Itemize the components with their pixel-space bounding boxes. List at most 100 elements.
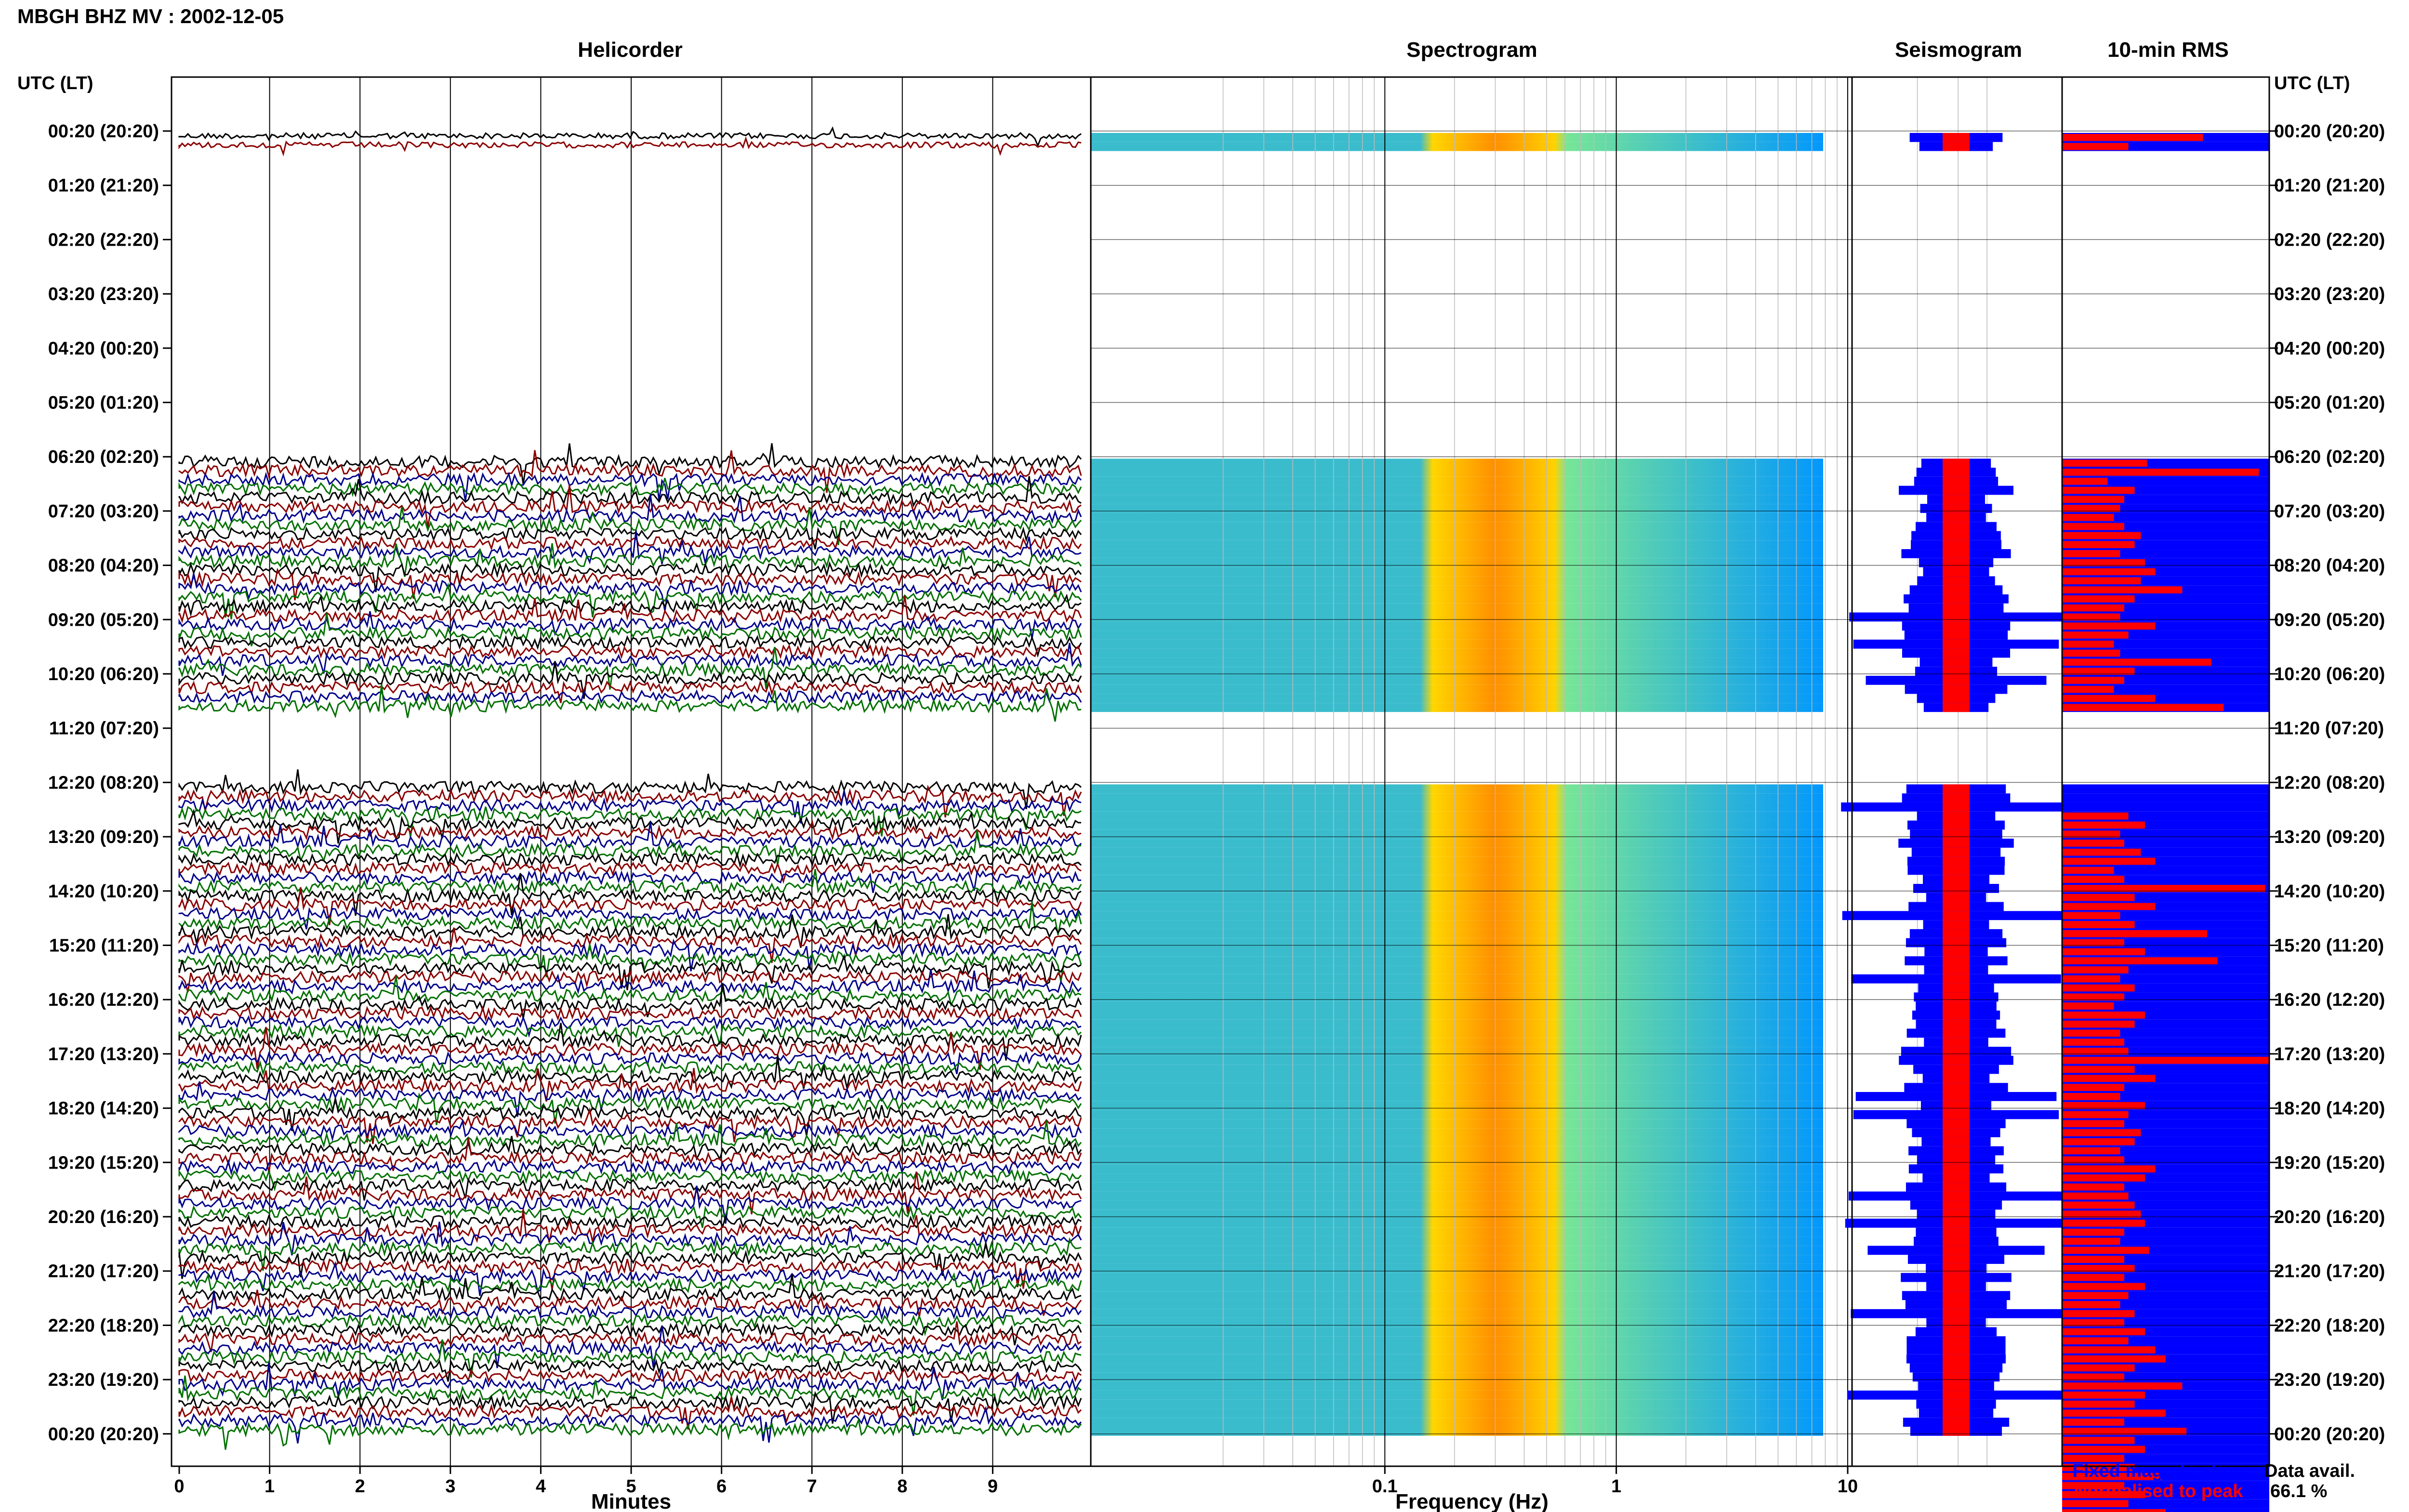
spectrogram-band (1091, 1110, 1823, 1119)
seismogram-normalised (1943, 1010, 1970, 1020)
time-label-left: 13:20 (09:20) (48, 827, 159, 847)
spectrogram-band (1091, 983, 1823, 993)
spectrogram-band (1091, 1273, 1823, 1282)
spectrogram-band (1091, 513, 1823, 522)
rms-normalised-bar (2062, 550, 2120, 557)
rms-normalised-bar (2062, 1002, 2114, 1010)
rms-fixed-bar (2062, 476, 2269, 486)
seismogram-normalised (1943, 1381, 1970, 1391)
helicorder-trace (178, 506, 1082, 545)
spectrogram-band (1091, 1200, 1823, 1210)
rms-normalised-bar (2062, 577, 2141, 585)
spectrogram-band (1091, 1336, 1823, 1345)
helicorder-trace (178, 808, 1081, 844)
spectrogram-band (1091, 1427, 1823, 1436)
seismogram-normalised (1943, 1146, 1970, 1156)
seismogram-normalised (1943, 1119, 1970, 1129)
time-label-right: 13:20 (09:20) (2274, 827, 2385, 847)
rms-normalised-bar (2062, 595, 2135, 603)
spectrogram-band (1091, 1255, 1823, 1264)
spectrogram-band (1091, 956, 1823, 966)
time-label-right: 09:20 (05:20) (2274, 610, 2385, 630)
rms-normalised-bar (2062, 1473, 2162, 1480)
helicorder-trace (178, 1289, 1082, 1317)
seismogram-normalised (1943, 558, 1970, 567)
frequency-tick-label: 0.1 (1372, 1476, 1398, 1497)
data-avail-label: Data avail. (2264, 1461, 2355, 1481)
rms-normalised-bar (2062, 677, 2124, 684)
rms-normalised-bar (2062, 1011, 2145, 1019)
spectrogram-band (1091, 1119, 1823, 1129)
spectrogram-band (1091, 1210, 1823, 1219)
time-label-left: 09:20 (05:20) (48, 610, 159, 630)
spectrogram-band (1091, 1101, 1823, 1110)
rms-normalised-bar (2062, 1491, 2145, 1499)
time-label-left: 01:20 (21:20) (48, 176, 159, 196)
rms-normalised-bar (2062, 930, 2207, 937)
helicorder-trace (178, 1321, 1082, 1353)
seismogram-normalised (1943, 1092, 1970, 1101)
helicorder-trace (178, 661, 1082, 699)
helicorder-trace (178, 1092, 1082, 1125)
helicorder-trace (178, 573, 1082, 611)
time-label-left: 00:20 (20:20) (48, 121, 159, 142)
rms-normalised-bar (2062, 1400, 2135, 1408)
time-label-right: 19:20 (15:20) (2274, 1153, 2385, 1173)
seismogram-normalised (1943, 621, 1970, 631)
helicorder-trace (178, 822, 1082, 850)
helicorder-trace (178, 1137, 1082, 1173)
seismogram-normalised (1943, 467, 1970, 477)
rms-normalised-bar (2062, 1075, 2156, 1082)
rms-normalised-bar (2062, 1319, 2124, 1327)
time-label-left: 05:20 (01:20) (48, 393, 159, 413)
spectrogram-band (1091, 875, 1823, 884)
helicorder-trace (178, 1098, 1082, 1136)
rms-normalised-bar (2062, 1346, 2156, 1354)
seismogram-normalised (1943, 811, 1970, 821)
spectrogram-band (1091, 1300, 1823, 1309)
seismogram-normalised (1943, 947, 1970, 957)
rms-normalised-bar (2062, 1500, 2129, 1508)
rms-normalised-bar (2062, 912, 2120, 920)
seismogram-normalised (1943, 820, 1970, 830)
rms-normalised-bar (2062, 1156, 2124, 1164)
helicorder-trace (178, 1120, 1082, 1148)
spectrogram-band (1091, 1263, 1823, 1273)
seismogram-normalised (1943, 1055, 1970, 1065)
seismogram-normalised (1943, 884, 1970, 893)
spectrogram-band (1091, 1083, 1823, 1092)
spectrogram-band (1091, 1182, 1823, 1192)
rms-normalised-bar (2062, 1138, 2135, 1145)
spectrogram-band (1091, 648, 1823, 658)
time-label-right: 11:20 (07:20) (2274, 719, 2384, 739)
panel-frames (171, 76, 2270, 1467)
helicorder-trace (178, 567, 1082, 601)
time-label-left: 21:20 (17:20) (48, 1262, 159, 1282)
rms-normalised-bar (2062, 1056, 2269, 1064)
time-label-right: 16:20 (12:20) (2274, 990, 2385, 1010)
seismogram-normalised (1943, 1246, 1970, 1255)
spectrogram-band (1091, 1227, 1823, 1237)
rms-normalised-bar (2062, 513, 2114, 521)
seismogram-normalised (1943, 920, 1970, 929)
seismogram-normalised (1943, 1372, 1970, 1382)
rms-normalised-bar (2062, 1120, 2124, 1128)
seismogram-normalised (1943, 1345, 1970, 1354)
seismogram-normalised (1943, 1327, 1970, 1337)
rms-normalised-bar (2062, 1409, 2166, 1417)
spectrogram-band (1091, 133, 1823, 142)
helicorder-trace (178, 1107, 1082, 1144)
seismogram-normalised (1943, 639, 1970, 649)
axes: 0 1 2 3 4 5 6 7 8 9 0.1 1 10 (174, 1466, 1858, 1497)
spectrogram-band (1091, 938, 1823, 947)
helicorder-trace (178, 851, 1082, 868)
rms-fixed-bar (2062, 784, 2269, 794)
helicorder-trace (178, 644, 1082, 660)
spectrogram-band (1091, 1055, 1823, 1065)
spectrogram-band (1091, 1173, 1823, 1183)
seismogram-normalised (1943, 956, 1970, 966)
seismogram-normalised (1943, 703, 1970, 712)
seismogram-normalised (1943, 784, 1970, 794)
rms-normalised-bar (2062, 1183, 2124, 1191)
spectrogram-band (1091, 549, 1823, 558)
